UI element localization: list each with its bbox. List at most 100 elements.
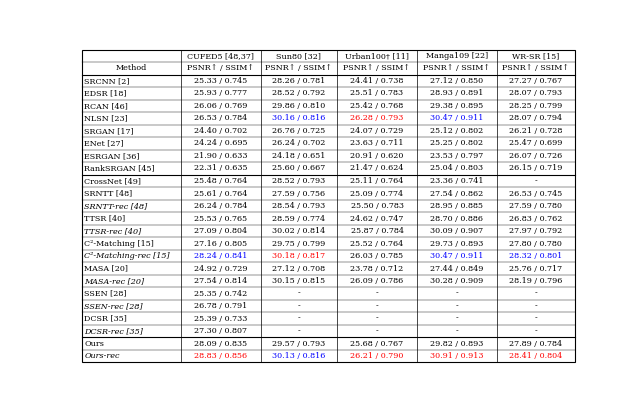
Text: 23.78 / 0.712: 23.78 / 0.712 xyxy=(350,265,404,273)
Text: 28.59 / 0.774: 28.59 / 0.774 xyxy=(273,215,326,222)
Text: 29.75 / 0.799: 29.75 / 0.799 xyxy=(273,239,326,248)
Text: DCSR [35]: DCSR [35] xyxy=(84,315,127,323)
Text: 26.78 / 0.791: 26.78 / 0.791 xyxy=(195,302,248,310)
Text: 25.12 / 0.802: 25.12 / 0.802 xyxy=(430,127,483,135)
Text: 26.21 / 0.790: 26.21 / 0.790 xyxy=(350,352,404,360)
Text: 21.47 / 0.624: 21.47 / 0.624 xyxy=(350,164,404,173)
Text: 24.62 / 0.747: 24.62 / 0.747 xyxy=(350,215,404,222)
Text: 28.52 / 0.792: 28.52 / 0.792 xyxy=(273,89,326,98)
Text: 30.09 / 0.907: 30.09 / 0.907 xyxy=(430,227,483,235)
Text: PSNR↑ / SSIM↑: PSNR↑ / SSIM↑ xyxy=(423,64,490,72)
Text: 28.95 / 0.885: 28.95 / 0.885 xyxy=(430,202,483,210)
Text: 26.53 / 0.784: 26.53 / 0.784 xyxy=(195,114,248,122)
Text: 26.21 / 0.728: 26.21 / 0.728 xyxy=(509,127,563,135)
Text: 25.52 / 0.764: 25.52 / 0.764 xyxy=(350,239,404,248)
Text: 30.18 / 0.817: 30.18 / 0.817 xyxy=(273,252,326,260)
Text: Ours-rec: Ours-rec xyxy=(84,352,120,360)
Text: 30.16 / 0.816: 30.16 / 0.816 xyxy=(272,114,326,122)
Text: -: - xyxy=(534,327,537,335)
Text: -: - xyxy=(298,327,300,335)
Text: 27.44 / 0.849: 27.44 / 0.849 xyxy=(430,265,483,273)
Text: 28.54 / 0.793: 28.54 / 0.793 xyxy=(273,202,326,210)
Text: 28.25 / 0.799: 28.25 / 0.799 xyxy=(509,102,563,110)
Text: 26.83 / 0.762: 26.83 / 0.762 xyxy=(509,215,563,222)
Text: 26.53 / 0.745: 26.53 / 0.745 xyxy=(509,190,563,197)
Text: 25.04 / 0.803: 25.04 / 0.803 xyxy=(430,164,483,173)
Text: Manga109 [22]: Manga109 [22] xyxy=(426,52,488,60)
Text: -: - xyxy=(376,315,378,323)
Text: 25.48 / 0.764: 25.48 / 0.764 xyxy=(195,177,248,185)
Text: -: - xyxy=(376,290,378,298)
Text: -: - xyxy=(456,290,458,298)
Text: -: - xyxy=(534,302,537,310)
Text: SRCNN [2]: SRCNN [2] xyxy=(84,77,130,85)
Text: 24.18 / 0.651: 24.18 / 0.651 xyxy=(272,152,326,160)
Text: 27.12 / 0.708: 27.12 / 0.708 xyxy=(273,265,326,273)
Text: PSNR↑ / SSIM↑: PSNR↑ / SSIM↑ xyxy=(502,64,570,72)
Text: 25.60 / 0.667: 25.60 / 0.667 xyxy=(273,164,326,173)
Text: 26.06 / 0.769: 26.06 / 0.769 xyxy=(194,102,248,110)
Text: 24.07 / 0.729: 24.07 / 0.729 xyxy=(350,127,404,135)
Text: SRGAN [17]: SRGAN [17] xyxy=(84,127,134,135)
Text: 28.19 / 0.796: 28.19 / 0.796 xyxy=(509,277,563,285)
Text: Method: Method xyxy=(116,64,147,72)
Text: CrossNet [49]: CrossNet [49] xyxy=(84,177,141,185)
Text: 23.53 / 0.797: 23.53 / 0.797 xyxy=(430,152,483,160)
Text: -: - xyxy=(534,177,537,185)
Text: 28.83 / 0.856: 28.83 / 0.856 xyxy=(195,352,248,360)
Text: CUFED5 [48,37]: CUFED5 [48,37] xyxy=(188,52,254,60)
Text: 30.15 / 0.815: 30.15 / 0.815 xyxy=(273,277,326,285)
Text: -: - xyxy=(456,302,458,310)
Text: PSNR↑ / SSIM↑: PSNR↑ / SSIM↑ xyxy=(188,64,255,72)
Text: -: - xyxy=(456,327,458,335)
Text: 27.80 / 0.780: 27.80 / 0.780 xyxy=(509,239,563,248)
Text: 26.24 / 0.784: 26.24 / 0.784 xyxy=(194,202,248,210)
Text: 30.13 / 0.816: 30.13 / 0.816 xyxy=(272,352,326,360)
Text: 25.11 / 0.764: 25.11 / 0.764 xyxy=(350,177,404,185)
Text: DCSR-rec [35]: DCSR-rec [35] xyxy=(84,327,143,335)
Text: 25.53 / 0.765: 25.53 / 0.765 xyxy=(195,215,248,222)
Text: RCAN [46]: RCAN [46] xyxy=(84,102,129,110)
Text: 29.82 / 0.893: 29.82 / 0.893 xyxy=(430,340,483,348)
Text: 27.89 / 0.784: 27.89 / 0.784 xyxy=(509,340,563,348)
Text: WR-SR [15]: WR-SR [15] xyxy=(512,52,559,60)
Text: MASA [20]: MASA [20] xyxy=(84,265,129,273)
Text: C²-Matching-rec [15]: C²-Matching-rec [15] xyxy=(84,252,170,260)
Text: 30.91 / 0.913: 30.91 / 0.913 xyxy=(430,352,484,360)
Text: 28.52 / 0.793: 28.52 / 0.793 xyxy=(273,177,326,185)
Text: 28.07 / 0.793: 28.07 / 0.793 xyxy=(509,89,563,98)
Text: 25.87 / 0.784: 25.87 / 0.784 xyxy=(351,227,403,235)
Text: 27.09 / 0.804: 27.09 / 0.804 xyxy=(195,227,248,235)
Text: 25.68 / 0.767: 25.68 / 0.767 xyxy=(351,340,404,348)
Text: ENet [27]: ENet [27] xyxy=(84,140,124,147)
Text: 26.15 / 0.719: 26.15 / 0.719 xyxy=(509,164,563,173)
Text: 24.92 / 0.729: 24.92 / 0.729 xyxy=(194,265,248,273)
Text: 25.93 / 0.777: 25.93 / 0.777 xyxy=(195,89,248,98)
Text: 24.41 / 0.738: 24.41 / 0.738 xyxy=(350,77,404,85)
Text: 29.38 / 0.895: 29.38 / 0.895 xyxy=(430,102,483,110)
Text: SSEN-rec [28]: SSEN-rec [28] xyxy=(84,302,143,310)
Text: SRNTT [48]: SRNTT [48] xyxy=(84,190,132,197)
Text: TTSR-rec [40]: TTSR-rec [40] xyxy=(84,227,141,235)
Text: 26.03 / 0.785: 26.03 / 0.785 xyxy=(351,252,404,260)
Text: 25.50 / 0.783: 25.50 / 0.783 xyxy=(351,202,403,210)
Text: Urban100† [11]: Urban100† [11] xyxy=(345,52,409,60)
Text: 30.47 / 0.911: 30.47 / 0.911 xyxy=(430,252,483,260)
Text: 26.76 / 0.725: 26.76 / 0.725 xyxy=(273,127,326,135)
Text: -: - xyxy=(298,315,300,323)
Text: -: - xyxy=(376,302,378,310)
Text: 27.27 / 0.767: 27.27 / 0.767 xyxy=(509,77,563,85)
Text: -: - xyxy=(534,290,537,298)
Text: 25.51 / 0.783: 25.51 / 0.783 xyxy=(351,89,404,98)
Text: 27.54 / 0.814: 27.54 / 0.814 xyxy=(195,277,248,285)
Text: -: - xyxy=(298,290,300,298)
Text: Sun80 [32]: Sun80 [32] xyxy=(276,52,321,60)
Text: 27.12 / 0.850: 27.12 / 0.850 xyxy=(430,77,483,85)
Text: 26.28 / 0.793: 26.28 / 0.793 xyxy=(350,114,404,122)
Text: 20.91 / 0.620: 20.91 / 0.620 xyxy=(350,152,404,160)
Text: NLSN [23]: NLSN [23] xyxy=(84,114,128,122)
Text: 21.90 / 0.633: 21.90 / 0.633 xyxy=(194,152,248,160)
Text: 26.09 / 0.786: 26.09 / 0.786 xyxy=(350,277,404,285)
Text: 24.24 / 0.695: 24.24 / 0.695 xyxy=(194,140,248,147)
Text: 28.09 / 0.835: 28.09 / 0.835 xyxy=(195,340,248,348)
